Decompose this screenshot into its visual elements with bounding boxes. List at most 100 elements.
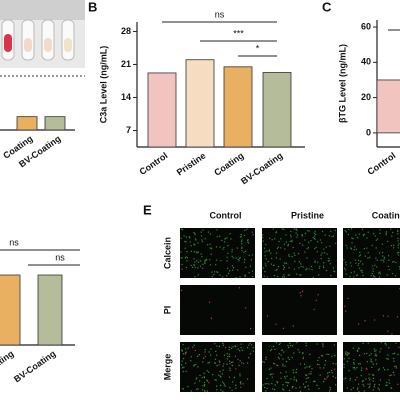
bar <box>185 59 215 148</box>
cell-dot <box>295 228 297 230</box>
cell-dot <box>374 350 376 352</box>
cell-dot <box>318 356 320 359</box>
cell-dot <box>193 258 195 260</box>
cell-dot <box>228 376 231 378</box>
cell-dot <box>285 381 287 383</box>
cell-dot <box>375 349 377 351</box>
cell-dot <box>298 261 300 263</box>
cell-dot <box>198 354 200 356</box>
cell-dot <box>335 242 337 244</box>
cell-dot <box>380 259 382 261</box>
cell-dot <box>230 361 233 363</box>
cell-dot <box>275 252 278 254</box>
cell-dot <box>208 361 211 363</box>
cell-dot <box>247 347 249 349</box>
cell-dot <box>386 381 388 384</box>
cell-dot <box>307 230 309 232</box>
cell-dot <box>362 274 364 277</box>
cell-dot <box>216 388 218 391</box>
cell-dot <box>247 378 249 380</box>
cell-dot <box>332 267 335 269</box>
cell-dot <box>322 355 324 357</box>
cell-dot <box>227 273 230 275</box>
cell-dot <box>231 364 233 366</box>
cell-dot <box>376 266 378 268</box>
cell-dot <box>387 358 389 360</box>
cell-dot <box>345 264 347 266</box>
cell-dot <box>320 254 322 256</box>
cell-dot <box>193 244 195 246</box>
cell-dot <box>290 378 292 380</box>
cell-dot <box>184 240 186 243</box>
cell-dot <box>196 377 198 379</box>
cell-dot <box>363 385 365 387</box>
row-label: Calcein <box>162 237 172 269</box>
cell-dot <box>242 383 244 385</box>
cell-dot <box>315 233 317 236</box>
cell-dot <box>314 231 316 233</box>
cell-dot <box>185 348 187 350</box>
cell-dot <box>273 362 275 364</box>
cell-dot <box>216 271 218 273</box>
y-tick-label: 14 <box>121 92 131 102</box>
cell-dot <box>275 269 277 271</box>
cell-dot <box>362 235 365 237</box>
cell-dot <box>203 381 206 384</box>
cell-dot <box>231 249 233 251</box>
cell-dot <box>363 233 365 236</box>
cell-dot <box>239 381 241 384</box>
cell-dot <box>302 352 304 354</box>
cell-dot <box>238 257 240 260</box>
cell-dot <box>207 380 209 382</box>
cell-dot <box>282 363 284 365</box>
cell-dot <box>231 265 234 267</box>
cell-dot <box>222 365 224 367</box>
tube-photo <box>0 0 85 68</box>
significance-label: *** <box>233 28 244 38</box>
cell-dot <box>229 367 231 369</box>
cell-dot <box>355 248 358 250</box>
cell-dot <box>182 357 185 360</box>
cell-dot <box>378 384 380 386</box>
micrograph-grid: Control Pristine Coating Calcein PI Merge <box>162 210 400 393</box>
cell-dot <box>366 237 368 239</box>
cell-dot <box>269 374 271 376</box>
cell-dot <box>268 250 270 252</box>
cell-dot <box>201 376 203 379</box>
cell-dot <box>203 357 205 359</box>
cell-dot <box>296 380 298 382</box>
cell-dot <box>239 360 241 362</box>
cell-dot <box>299 363 302 365</box>
cell-dot <box>241 349 243 351</box>
cell-dot <box>329 263 331 265</box>
cell-dot <box>387 330 389 332</box>
cell-dot <box>331 235 333 238</box>
cell-dot <box>235 368 237 370</box>
cell-dot <box>247 362 249 364</box>
cell-dot <box>270 252 272 254</box>
cell-dot <box>391 235 393 237</box>
cell-dot <box>353 276 355 278</box>
cell-dot <box>264 255 266 257</box>
cell-dot <box>375 355 378 357</box>
cell-dot <box>345 273 347 275</box>
cell-dot <box>238 364 240 367</box>
cell-dot <box>393 374 395 376</box>
cell-dot <box>244 250 247 253</box>
cell-dot <box>398 243 400 245</box>
cell-dot <box>209 259 211 261</box>
cell-dot <box>343 366 345 368</box>
cell-dot <box>181 257 183 259</box>
cell-dot <box>275 231 278 233</box>
cell-dot <box>290 230 292 232</box>
cell-dot <box>181 367 184 369</box>
cell-dot <box>374 264 376 266</box>
cell-dot <box>361 269 363 271</box>
cell-dot <box>367 231 369 233</box>
cell-dot <box>205 259 207 261</box>
cell-dot <box>304 386 306 388</box>
cell-dot <box>197 366 199 368</box>
cell-dot <box>397 353 399 356</box>
cell-dot <box>283 389 285 391</box>
cell-dot <box>295 232 297 234</box>
